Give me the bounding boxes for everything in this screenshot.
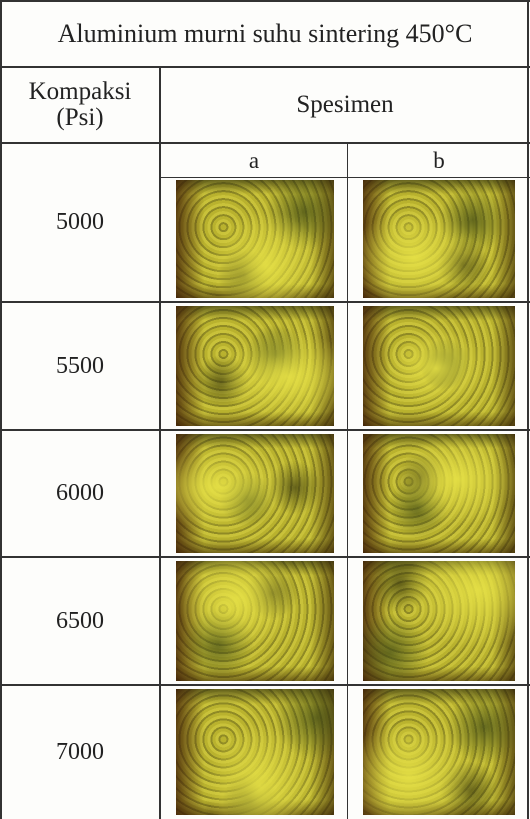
border (159, 66, 161, 819)
border (160, 177, 530, 178)
border (0, 66, 530, 68)
micrograph (363, 180, 515, 298)
compaction-value: 7000 (56, 738, 104, 765)
compaction-value: 5000 (56, 209, 104, 235)
border (0, 142, 530, 144)
border (0, 556, 530, 558)
border (0, 0, 530, 2)
micrograph (363, 689, 515, 815)
border (527, 0, 529, 819)
header-line: Kompaksi (28, 77, 132, 105)
micrograph (176, 689, 334, 815)
micrograph (176, 306, 334, 426)
border (347, 142, 348, 819)
border (0, 301, 530, 303)
border (0, 0, 2, 819)
compaction-value: 6500 (56, 607, 104, 634)
compaction-value: 5500 (56, 352, 104, 379)
specimen-header: Spesimen (296, 91, 394, 118)
header-line: (Psi) (56, 104, 104, 131)
sub-header: a (248, 147, 260, 173)
compaction-value: 6000 (56, 480, 104, 506)
border (0, 429, 530, 431)
micrograph (363, 306, 515, 426)
micrograph (176, 561, 334, 681)
border (0, 684, 530, 686)
micrograph (363, 434, 515, 553)
micrograph (363, 561, 515, 681)
table-title: Aluminium murni suhu sintering 450°C (57, 18, 473, 48)
compaction-header: Kompaksi (Psi) (0, 67, 160, 143)
micrograph (176, 434, 334, 553)
micrograph (176, 180, 334, 298)
sub-header: b (433, 147, 445, 173)
